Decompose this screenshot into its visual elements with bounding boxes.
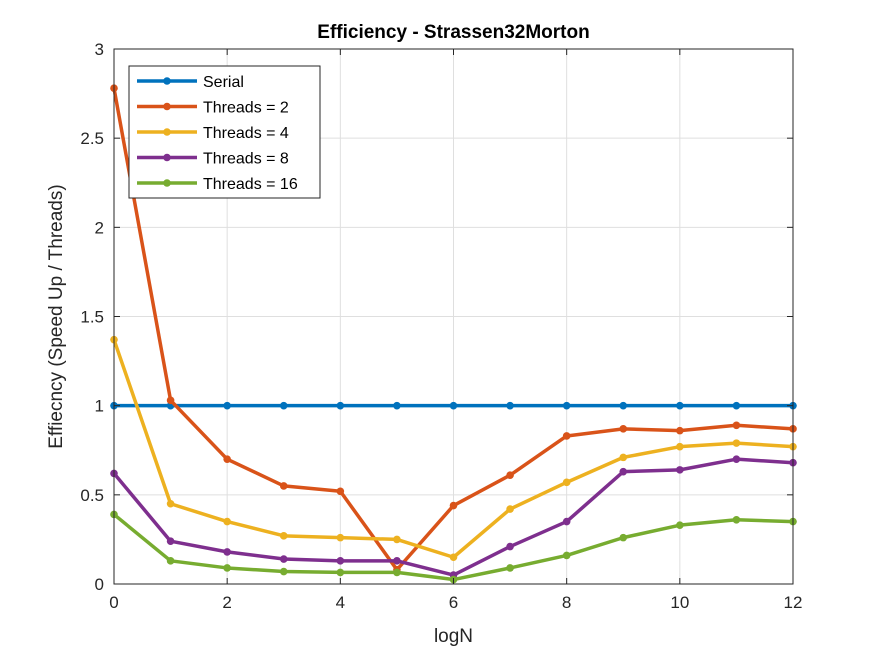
- legend-label: Threads = 8: [203, 151, 289, 168]
- y-tick-label: 1: [95, 397, 104, 416]
- data-point: [223, 564, 231, 572]
- data-point: [336, 401, 345, 410]
- data-point: [732, 516, 741, 524]
- data-point: [449, 553, 458, 562]
- data-point: [506, 471, 514, 480]
- data-point: [676, 521, 684, 529]
- data-point: [336, 533, 345, 542]
- legend-item: Threads = 2: [137, 100, 289, 117]
- data-point: [506, 401, 514, 410]
- data-point: [279, 532, 288, 540]
- data-point: [166, 499, 175, 508]
- data-point: [166, 557, 175, 565]
- y-tick-label: 3: [95, 40, 104, 59]
- data-point: [279, 482, 288, 490]
- data-point: [449, 401, 458, 410]
- data-point: [732, 421, 741, 430]
- y-tick-label: 2.5: [80, 129, 104, 148]
- data-point: [562, 401, 571, 410]
- ticks: 0 2 4 6 8 10 12 0 0.5 1 1.5 2 2.5 3: [80, 40, 802, 612]
- data-point: [732, 401, 741, 410]
- data-point: [279, 555, 288, 563]
- data-point: [223, 455, 231, 463]
- legend: Serial Threads = 2 Threads = 4 Threads = 8 T…: [128, 65, 321, 199]
- x-tick-label: 12: [784, 593, 803, 612]
- data-point: [393, 557, 401, 565]
- data-point: [449, 501, 458, 510]
- x-tick-label: 8: [562, 593, 571, 612]
- data-point: [336, 568, 345, 577]
- data-point: [619, 533, 628, 542]
- data-point: [336, 487, 345, 496]
- legend-swatch-marker: [163, 102, 171, 111]
- data-point: [619, 425, 628, 433]
- data-point: [279, 401, 288, 410]
- data-point: [506, 542, 514, 551]
- data-point: [506, 564, 514, 572]
- legend-item: Threads = 8: [137, 151, 289, 168]
- data-point: [562, 551, 571, 560]
- legend-label: Threads = 4: [203, 125, 289, 142]
- data-point: [619, 401, 628, 410]
- data-point: [676, 426, 684, 435]
- legend-item: Threads = 16: [137, 176, 298, 193]
- series-2: [110, 335, 797, 562]
- data-point: [619, 453, 628, 462]
- y-tick-label: 2: [95, 218, 104, 237]
- data-point: [562, 432, 571, 440]
- data-point: [506, 505, 514, 513]
- data-point: [676, 401, 684, 410]
- series-0: [110, 401, 797, 410]
- legend-item: Threads = 4: [137, 125, 289, 142]
- series-1: [110, 84, 797, 574]
- y-axis-title: Effiecncy (Speed Up / Threads): [46, 184, 67, 448]
- data-point: [562, 478, 571, 487]
- data-point: [562, 517, 571, 526]
- y-tick-label: 0: [95, 575, 104, 594]
- x-tick-label: 2: [222, 593, 231, 612]
- data-point: [676, 442, 684, 451]
- data-point: [676, 466, 684, 474]
- data-point: [732, 455, 741, 463]
- x-tick-label: 0: [109, 593, 118, 612]
- x-tick-label: 6: [449, 593, 458, 612]
- series-3: [110, 455, 797, 579]
- data-point: [166, 396, 175, 405]
- legend-label: Threads = 16: [203, 176, 298, 193]
- data-point: [336, 557, 345, 565]
- data-point: [223, 517, 231, 526]
- chart-title: Efficiency - Strassen32Morton: [317, 22, 589, 43]
- x-axis-title: logN: [434, 626, 473, 647]
- x-tick-label: 10: [670, 593, 689, 612]
- series-layer: [110, 84, 797, 584]
- data-point: [732, 439, 741, 447]
- data-point: [279, 567, 288, 576]
- legend-label: Serial: [203, 74, 244, 91]
- x-tick-label: 4: [336, 593, 345, 612]
- legend-swatch-marker: [163, 153, 171, 162]
- legend-item: Serial: [137, 74, 244, 91]
- legend-swatch-marker: [163, 77, 171, 85]
- legend-swatch-marker: [163, 179, 171, 187]
- data-point: [393, 401, 401, 410]
- data-point: [223, 401, 231, 410]
- legend-label: Threads = 2: [203, 100, 289, 117]
- legend-swatch-marker: [163, 128, 171, 136]
- data-point: [619, 467, 628, 476]
- data-point: [393, 568, 401, 577]
- data-point: [166, 537, 175, 545]
- y-tick-label: 0.5: [80, 486, 104, 505]
- data-point: [393, 535, 401, 544]
- y-tick-label: 1.5: [80, 308, 104, 327]
- data-point: [223, 548, 231, 556]
